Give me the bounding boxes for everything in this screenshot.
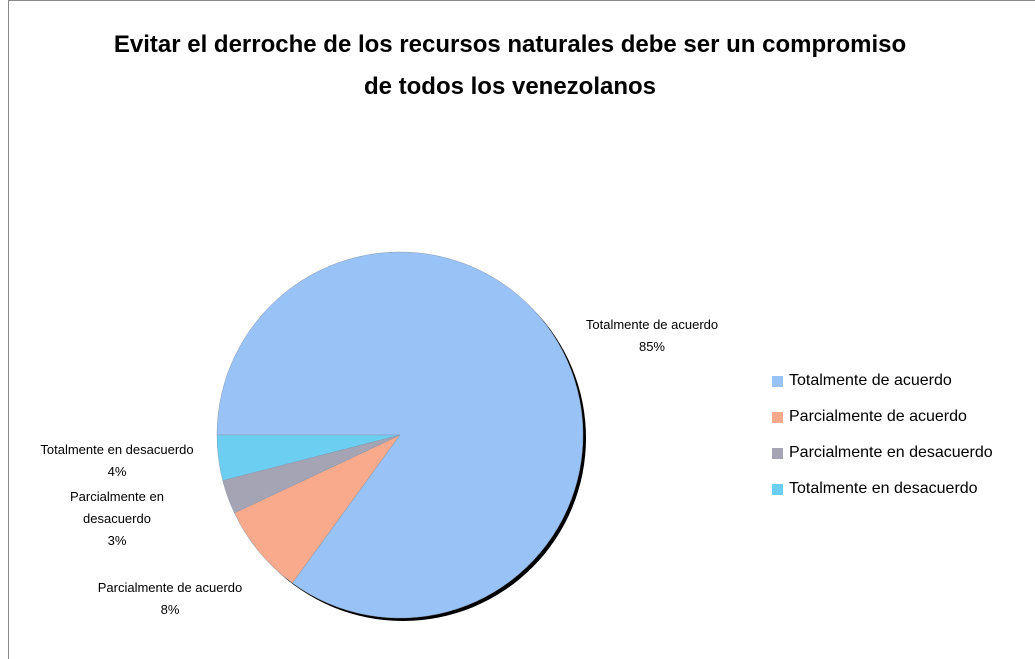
label-category: Totalmente de acuerdo xyxy=(585,317,719,332)
legend-item: Parcialmente en desacuerdo xyxy=(772,444,993,462)
legend-label: Totalmente de acuerdo xyxy=(789,372,952,389)
legend-item: Totalmente en desacuerdo xyxy=(772,480,978,498)
legend-label: Parcialmente en desacuerdo xyxy=(789,444,993,461)
label-value: 85% xyxy=(638,339,666,354)
data-label: Totalmente en desacuerdo 4% xyxy=(40,439,193,483)
pie-slice xyxy=(234,434,401,584)
chart-title: Evitar el derroche de los recursos natur… xyxy=(113,31,907,100)
label-value: 8% xyxy=(160,602,180,617)
data-label: Totalmente de acuerdo 85% xyxy=(586,314,718,358)
pie-slice xyxy=(216,434,401,481)
label-value: 3% xyxy=(107,533,127,548)
legend-label: Parcialmente de acuerdo xyxy=(789,408,967,425)
label-category: Parcialmente en desacuerdo xyxy=(70,489,164,526)
legend-swatch xyxy=(772,411,783,423)
legend-item: Parcialmente de acuerdo xyxy=(772,408,967,426)
label-category: Parcialmente de acuerdo xyxy=(97,580,243,595)
label-value: 4% xyxy=(107,464,127,479)
legend-item: Totalmente de acuerdo xyxy=(772,372,952,390)
chart-frame xyxy=(8,0,1035,659)
legend-swatch xyxy=(772,447,783,459)
data-label: Parcialmente en desacuerdo 3% xyxy=(57,486,177,552)
label-category: Totalmente en desacuerdo xyxy=(40,442,194,457)
data-label: Parcialmente de acuerdo 8% xyxy=(98,577,243,621)
legend-swatch xyxy=(772,375,783,387)
legend-swatch xyxy=(772,483,783,495)
legend-label: Totalmente en desacuerdo xyxy=(789,480,978,497)
